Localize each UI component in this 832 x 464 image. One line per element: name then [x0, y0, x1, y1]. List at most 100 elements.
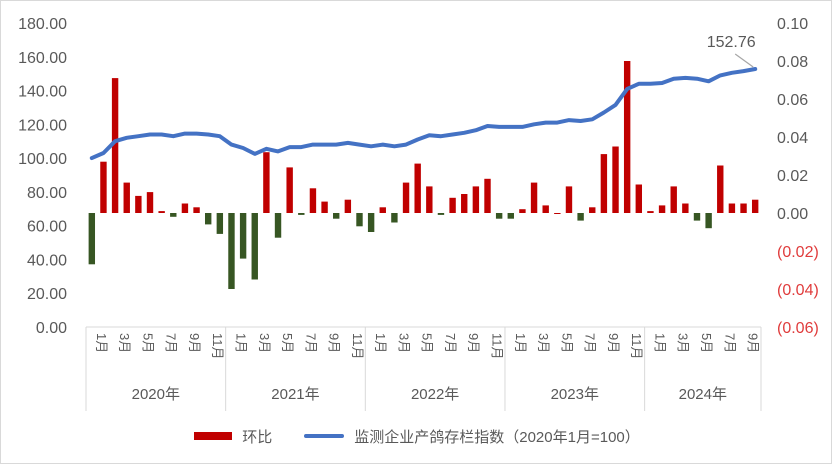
bar — [356, 213, 363, 227]
month-tick-label: 3月 — [117, 333, 132, 353]
bar — [647, 211, 654, 213]
right-tick-label: 0.08 — [777, 54, 808, 71]
bar — [204, 213, 212, 225]
left-tick-label: 40.00 — [27, 252, 67, 269]
month-tick-label: 5月 — [140, 333, 155, 353]
legend-item-line: 监测企业产鸽存栏指数（2020年1月=100） — [304, 426, 640, 447]
month-tick-label: 7月 — [583, 333, 598, 353]
bar — [751, 199, 759, 213]
bar — [589, 207, 596, 213]
bar — [623, 61, 631, 213]
bar — [612, 146, 619, 213]
bar — [740, 203, 747, 213]
bar — [298, 213, 305, 215]
bar — [472, 186, 480, 213]
month-tick-label: 9月 — [466, 333, 481, 353]
bar — [309, 188, 317, 213]
right-tick-label: 0.04 — [777, 130, 808, 147]
right-tick-label: 0.00 — [777, 206, 808, 223]
bar — [449, 197, 456, 213]
bar — [693, 213, 701, 221]
left-tick-label: 100.00 — [18, 151, 67, 168]
mom-change-bars — [88, 61, 759, 289]
month-tick-label: 9月 — [327, 333, 342, 353]
bar — [554, 213, 561, 214]
bar — [635, 184, 643, 213]
bar — [228, 213, 235, 289]
category-axis: 1月 3月 5月 7月 9月 11月 2020年 1月 3月 5月 7月 9月 11月 2021年 1月 3月… — [85, 326, 762, 411]
left-tick-label: 80.00 — [27, 185, 67, 202]
bar — [717, 165, 724, 213]
bar — [705, 213, 712, 229]
left-tick-label: 140.00 — [18, 84, 67, 101]
bar — [379, 207, 386, 213]
year-label: 2021年 — [271, 386, 319, 403]
bar — [484, 178, 491, 213]
bar — [600, 154, 608, 213]
bar — [286, 167, 293, 213]
month-tick-label: 11月 — [629, 333, 644, 360]
bar — [193, 207, 200, 213]
bar — [426, 186, 433, 213]
bar — [344, 199, 352, 213]
bar — [682, 203, 689, 213]
bar — [216, 213, 224, 234]
right-tick-label: (0.02) — [777, 244, 819, 261]
bar — [565, 186, 573, 213]
annotation-leader — [734, 53, 754, 68]
left-tick-label: 20.00 — [27, 286, 67, 303]
year-label: 2022年 — [411, 386, 459, 403]
index-line — [89, 67, 758, 161]
bar — [181, 203, 189, 213]
bar — [507, 213, 514, 219]
month-tick-label: 7月 — [164, 333, 179, 353]
right-tick-label: (0.06) — [777, 320, 819, 337]
month-tick-label: 9月 — [187, 333, 202, 353]
year-label: 2023年 — [551, 386, 599, 403]
bar-swatch-icon — [194, 432, 233, 440]
bar — [100, 161, 107, 213]
right-tick-label: 0.02 — [777, 168, 808, 185]
bar — [542, 205, 549, 213]
bar — [728, 203, 736, 213]
year-label: 2024年 — [679, 386, 727, 403]
month-tick-label: 9月 — [746, 333, 761, 353]
month-tick-label: 11月 — [350, 333, 365, 360]
legend: 环比 监测企业产鸽存栏指数（2020年1月=100） — [1, 421, 832, 451]
month-tick-label: 7月 — [303, 333, 318, 353]
combo-chart: 0.00 20.00 40.00 60.00 80.00 100.00 120.00 140.… — [18, 16, 819, 411]
month-tick-label: 11月 — [210, 333, 225, 360]
bar — [414, 163, 421, 213]
month-tick-label: 5月 — [420, 333, 435, 353]
bar — [333, 213, 340, 219]
bar — [123, 182, 130, 213]
month-tick-label: 5月 — [699, 333, 714, 353]
bar — [461, 194, 468, 213]
right-y-axis: (0.06) (0.04) (0.02) 0.00 0.02 0.04 0.06 0.08 0.… — [777, 16, 819, 337]
bar — [146, 192, 154, 213]
bar — [495, 213, 503, 219]
annotation-label: 152.76 — [707, 34, 756, 51]
left-tick-label: 120.00 — [18, 117, 67, 134]
bar — [391, 213, 398, 223]
month-tick-label: 5月 — [280, 333, 295, 353]
bar — [577, 213, 584, 221]
month-tick-label: 3月 — [396, 333, 411, 353]
right-tick-label: (0.04) — [777, 282, 819, 299]
bar — [158, 211, 165, 213]
month-tick-label: 3月 — [257, 333, 272, 353]
line-swatch-icon — [304, 434, 345, 438]
left-tick-label: 160.00 — [18, 50, 67, 67]
left-y-axis: 0.00 20.00 40.00 60.00 80.00 100.00 120.00 140.… — [18, 16, 67, 337]
bar — [263, 152, 270, 213]
bar — [670, 186, 677, 213]
legend-line-label: 监测企业产鸽存栏指数（2020年1月=100） — [354, 428, 640, 446]
bar — [88, 213, 96, 265]
left-tick-label: 180.00 — [18, 16, 67, 33]
bar — [519, 209, 526, 213]
legend-bar-label: 环比 — [242, 428, 273, 446]
bar — [239, 213, 247, 259]
month-tick-label: 1月 — [373, 333, 388, 353]
bar — [111, 78, 119, 213]
